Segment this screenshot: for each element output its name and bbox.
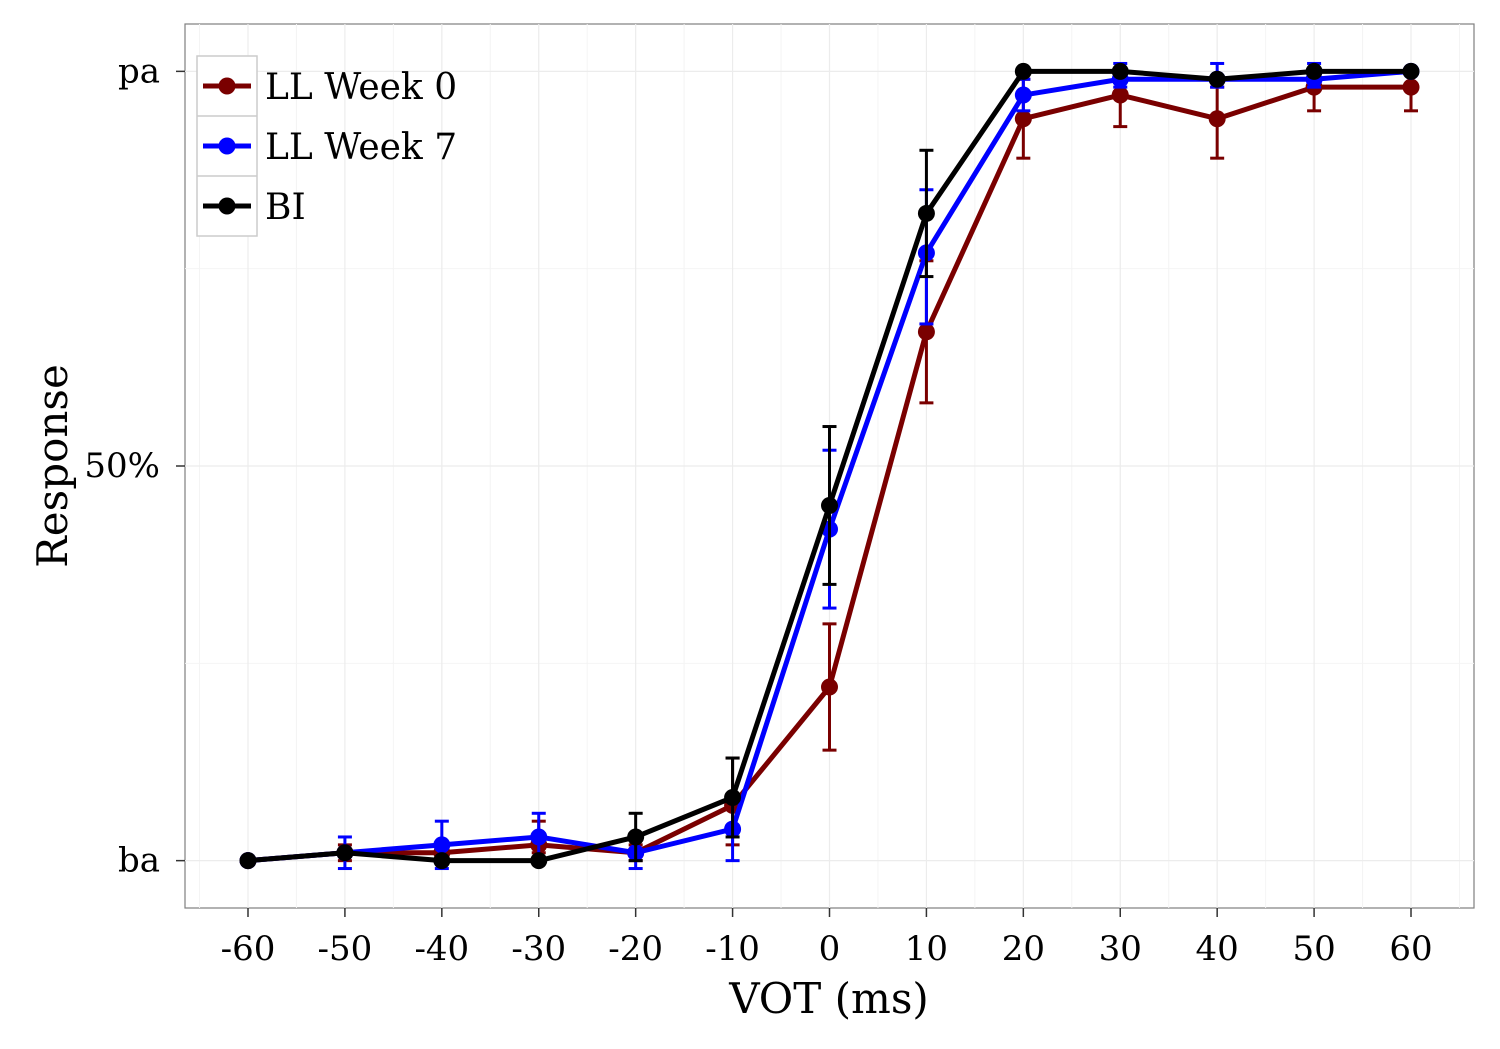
data-point xyxy=(1014,110,1032,128)
x-tick-label: -20 xyxy=(608,929,663,969)
legend-swatch-point xyxy=(218,137,236,155)
y-axis-title: Response xyxy=(28,364,77,568)
data-point xyxy=(1111,86,1129,104)
data-point xyxy=(530,852,548,870)
data-point xyxy=(821,678,838,696)
data-point xyxy=(917,204,935,222)
x-tick-label: 50 xyxy=(1292,929,1335,969)
x-tick-label: 0 xyxy=(819,929,841,969)
data-point xyxy=(433,836,451,854)
y-tick-label: ba xyxy=(118,841,160,881)
x-tick-label: 20 xyxy=(1002,929,1045,969)
x-tick-label: -10 xyxy=(705,929,760,969)
data-point xyxy=(1111,62,1129,80)
data-point xyxy=(530,828,548,846)
data-point xyxy=(1014,62,1032,80)
x-tick-label: 10 xyxy=(905,929,948,969)
legend-swatch-point xyxy=(218,197,236,215)
series-layer xyxy=(239,61,1420,871)
y-tick-label: pa xyxy=(118,51,160,91)
data-point xyxy=(627,828,645,846)
x-tick-label: -40 xyxy=(414,929,469,969)
data-point xyxy=(1014,86,1032,104)
x-tick-label: 40 xyxy=(1196,929,1239,969)
x-tick-label: -30 xyxy=(511,929,566,969)
data-point xyxy=(1402,62,1420,80)
legend-label: BI xyxy=(265,187,306,228)
data-point xyxy=(433,852,451,870)
data-point xyxy=(1402,78,1420,96)
x-tick-label: 30 xyxy=(1099,929,1142,969)
data-point xyxy=(917,323,935,341)
data-point xyxy=(821,496,838,514)
legend-label: LL Week 0 xyxy=(265,67,457,108)
series-bi xyxy=(239,62,1420,870)
data-point xyxy=(1208,70,1226,88)
data-point xyxy=(239,852,257,870)
y-axis: ba 50% pa xyxy=(84,51,185,881)
data-point xyxy=(336,844,354,862)
data-point xyxy=(1305,62,1323,80)
legend: LL Week 0 LL Week 7 BI xyxy=(196,55,457,237)
x-tick-label: 60 xyxy=(1389,929,1432,969)
data-point xyxy=(724,789,742,806)
x-tick-label: -50 xyxy=(318,929,373,969)
data-point xyxy=(1208,110,1226,128)
x-tick-label: -60 xyxy=(221,929,276,969)
x-axis: -60 -50 -40 -30 -20 -10 0 10 20 30 40 50 60 xyxy=(221,908,1433,969)
legend-label: LL Week 7 xyxy=(265,127,457,168)
x-axis-title: VOT (ms) xyxy=(728,974,929,1023)
legend-swatch-point xyxy=(218,77,236,95)
y-tick-label: 50% xyxy=(84,446,160,486)
